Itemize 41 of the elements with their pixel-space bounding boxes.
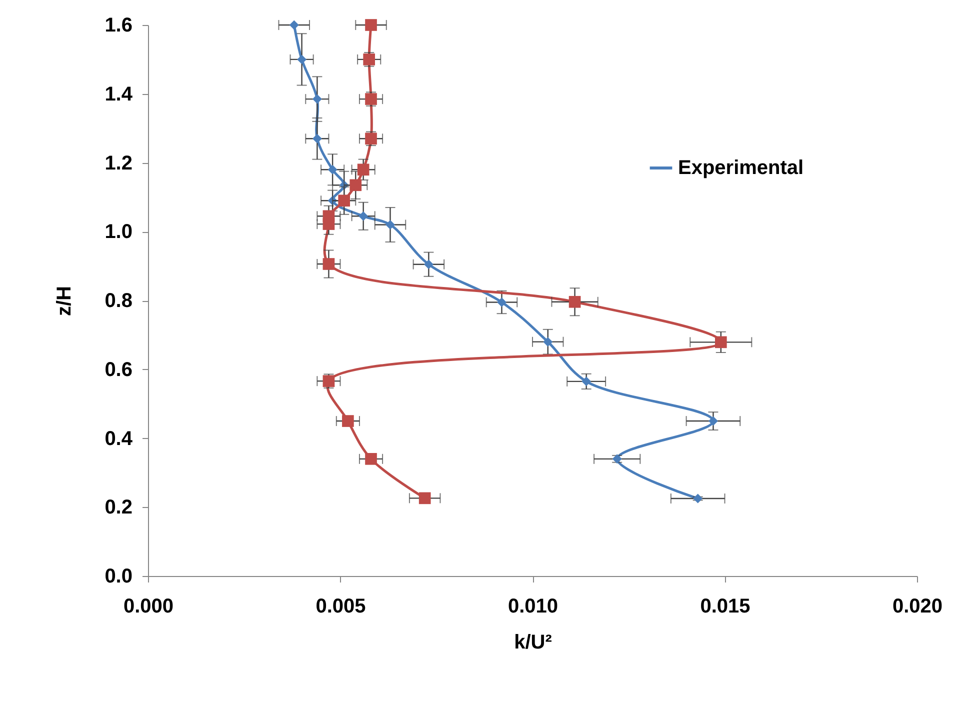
point bbox=[708, 416, 718, 426]
point bbox=[365, 452, 377, 465]
y-tick-label: 0.2 bbox=[104, 496, 132, 519]
point bbox=[322, 258, 335, 270]
y-tick-label: 0.6 bbox=[104, 358, 132, 381]
point bbox=[424, 260, 434, 270]
x-axis-title: k/U² bbox=[514, 632, 552, 654]
point bbox=[693, 494, 703, 504]
point bbox=[365, 19, 377, 31]
point bbox=[328, 164, 338, 174]
point bbox=[418, 492, 431, 504]
point bbox=[568, 296, 581, 308]
point bbox=[357, 164, 370, 176]
x-tick-label: 0.005 bbox=[316, 596, 366, 618]
point bbox=[358, 211, 368, 221]
point bbox=[385, 220, 395, 230]
x-tick-label: 0.020 bbox=[892, 596, 943, 618]
point bbox=[297, 54, 307, 64]
y-tick-label: 1.6 bbox=[104, 14, 132, 36]
y-tick-label: 0.0 bbox=[104, 566, 132, 588]
point bbox=[496, 297, 506, 307]
x-tick-label: 0.000 bbox=[123, 596, 174, 618]
y-axis-title: z/H bbox=[54, 286, 76, 316]
point bbox=[350, 179, 362, 192]
x-tick-label: 0.015 bbox=[700, 596, 750, 618]
y-tick-label: 1.4 bbox=[104, 83, 134, 106]
y-tick-label: 0.4 bbox=[104, 428, 134, 450]
point bbox=[322, 218, 335, 230]
point bbox=[338, 194, 350, 207]
point bbox=[543, 337, 553, 347]
point bbox=[714, 336, 727, 348]
point bbox=[582, 376, 592, 386]
point bbox=[342, 415, 354, 427]
point bbox=[312, 134, 322, 144]
point bbox=[312, 94, 322, 104]
point bbox=[289, 20, 299, 30]
legend-label: Experimental bbox=[678, 157, 804, 179]
x-tick-label: 0.010 bbox=[508, 596, 558, 618]
y-tick-label: 1.0 bbox=[104, 221, 132, 244]
y-tick-label: 1.2 bbox=[104, 152, 132, 174]
y-tick-label: 0.8 bbox=[104, 290, 132, 312]
